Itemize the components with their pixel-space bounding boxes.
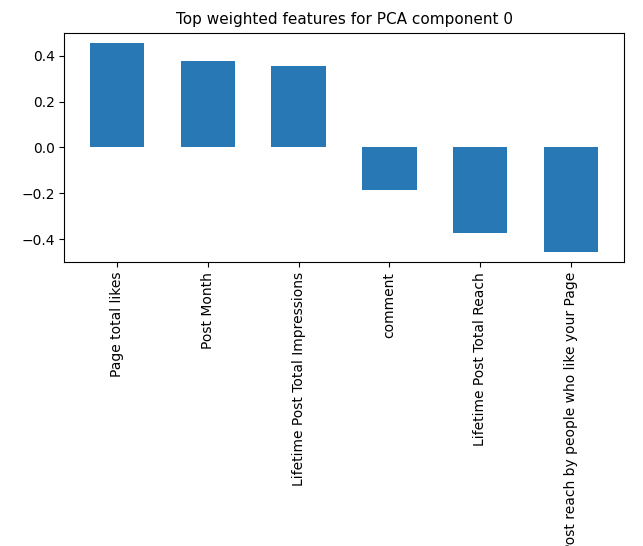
Bar bbox=[453, 147, 507, 233]
Bar bbox=[362, 147, 417, 190]
Bar bbox=[271, 66, 326, 147]
Bar bbox=[181, 61, 235, 147]
Title: Top weighted features for PCA component 0: Top weighted features for PCA component … bbox=[176, 13, 512, 27]
Bar bbox=[90, 43, 144, 147]
Bar bbox=[544, 147, 598, 252]
